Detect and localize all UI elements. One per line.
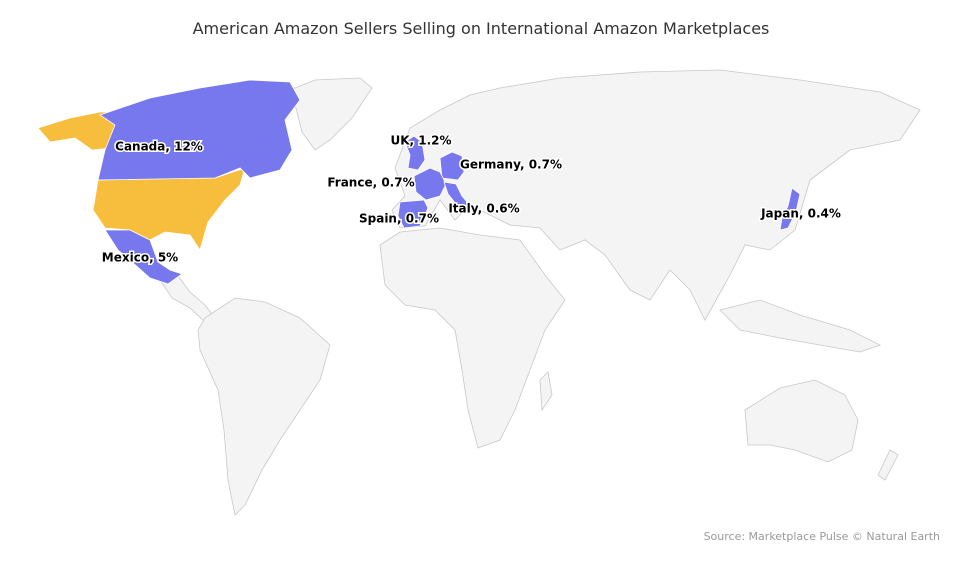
country bbox=[443, 181, 473, 213]
marks: Canada, 12% UK, 1.2% Germany, 0.7% France, … bbox=[97, 79, 842, 285]
united-states bbox=[92, 167, 246, 251]
africa bbox=[379, 227, 566, 449]
country bbox=[97, 79, 301, 181]
new-zealand bbox=[877, 449, 899, 481]
data-label: UK, 1.2% bbox=[390, 134, 451, 148]
madagascar bbox=[539, 371, 553, 412]
data-label: Italy, 0.6% bbox=[448, 202, 519, 216]
base-map bbox=[37, 69, 921, 516]
country bbox=[404, 135, 426, 171]
eurasia bbox=[391, 69, 921, 321]
australia bbox=[744, 379, 859, 463]
data-label: Canada, 12% bbox=[115, 140, 203, 154]
greenland bbox=[284, 77, 373, 151]
data-label: Germany, 0.7% bbox=[460, 158, 562, 172]
country bbox=[104, 229, 183, 285]
data-label: Spain, 0.7% bbox=[359, 212, 439, 226]
south-america bbox=[197, 297, 331, 516]
data-label: Japan, 0.4% bbox=[760, 207, 841, 221]
country bbox=[413, 167, 447, 201]
country bbox=[397, 199, 429, 229]
data-label: Mexico, 5% bbox=[102, 251, 178, 265]
data-label: France, 0.7% bbox=[327, 176, 414, 190]
chart-title: American Amazon Sellers Selling on Inter… bbox=[193, 19, 770, 38]
credits: Source: Marketplace Pulse © Natural Eart… bbox=[704, 530, 940, 543]
country bbox=[779, 187, 801, 231]
southeast-asia-islands bbox=[719, 299, 882, 353]
